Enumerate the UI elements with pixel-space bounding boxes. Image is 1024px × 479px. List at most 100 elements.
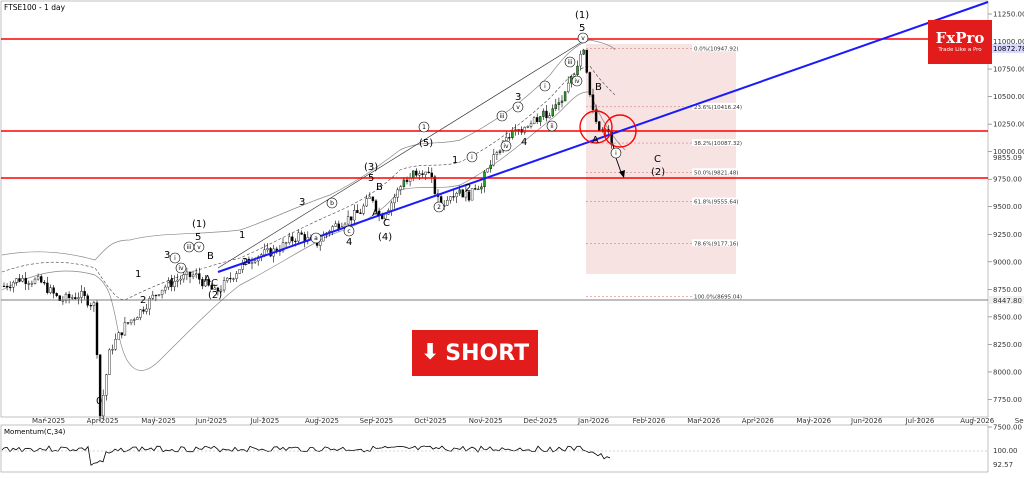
- time-axis: Mar-2025 Apr-2025 May-2025 Jun-2025 Jul-2025…: [32, 417, 1024, 425]
- wave-1a: 1: [135, 269, 141, 280]
- logo-tagline: Trade Like a Pro: [938, 47, 982, 53]
- time-tick-11: Feb-2026: [633, 417, 666, 425]
- time-tick-16: Jul-2026: [905, 417, 935, 425]
- price-tick-11: 8500.00: [993, 313, 1022, 321]
- time-tick-1: Apr-2025: [87, 417, 119, 425]
- circled-label-8: 2: [437, 204, 441, 211]
- time-tick-10: Jan-2026: [577, 417, 610, 425]
- price-tick-15: 7500.00: [993, 424, 1022, 432]
- circled-label-18: i: [615, 150, 617, 157]
- circled-label-4: iii: [186, 244, 191, 251]
- wave-Bb: B: [376, 182, 383, 193]
- circled-label-9: i: [471, 154, 473, 161]
- price-axis: 11250.00 11000.00 10750.00 10500.00 10250.00…: [988, 11, 1024, 432]
- price-tick-8: 9250.00: [993, 231, 1022, 239]
- price-tick-13: 8000.00: [993, 368, 1022, 376]
- time-tick-12: Mar-2026: [687, 417, 721, 425]
- wave-4a: 4: [168, 277, 174, 288]
- wave-Ab: A: [372, 208, 379, 219]
- price-tick-3: 10500.00: [993, 93, 1024, 101]
- wave-1b: 1: [239, 230, 245, 241]
- wave-3d: 3: [515, 92, 521, 103]
- price-tick-12: 8250.00: [993, 341, 1022, 349]
- wave-Ce: C: [654, 154, 661, 165]
- circled-label-14: ii: [550, 123, 554, 130]
- fib-label-6: 100.0%(8695.04): [694, 294, 742, 300]
- price-tick-0: 11250.00: [993, 11, 1024, 19]
- circled-label-3: i: [174, 255, 176, 262]
- circled-label-11: iv: [503, 143, 509, 150]
- wave-5a: 5: [195, 232, 201, 243]
- fib-label-3: 50.0%(9821.48): [694, 170, 739, 176]
- price-marker-2-box: [989, 296, 1024, 304]
- price-tick-4: 10250.00: [993, 121, 1024, 129]
- fib-label-5: 78.6%(9177.16): [694, 241, 739, 247]
- price-marker-1: 9855.09: [993, 154, 1022, 162]
- circled-label-17: v: [581, 35, 585, 42]
- logo-brand: FxPro: [935, 29, 985, 47]
- wave-5c: 5: [368, 173, 374, 184]
- circled-label-2: c: [347, 228, 350, 235]
- wave-Ca: C: [211, 278, 218, 289]
- chart-title: FTSE100 - 1 day: [4, 3, 66, 12]
- fib-zone: [586, 44, 736, 274]
- target-circle-b: [603, 114, 637, 148]
- wave-labels: 0 (1) 5 3 4 1 2 B A C (2) 1 2 3 4 (3) 5 …: [96, 10, 665, 407]
- fib-label-1: 23.6%(10416.24): [694, 105, 742, 111]
- time-tick-0: Mar-2025: [32, 417, 65, 425]
- short-label: SHORT: [445, 340, 530, 366]
- price-tick-7: 9500.00: [993, 203, 1022, 211]
- price-marker-2: 8447.80: [993, 297, 1022, 305]
- wave-5e: 5: [579, 23, 585, 34]
- wave-3p: (3): [364, 162, 378, 173]
- wave-Ba: B: [207, 251, 214, 262]
- wave-2p: (2): [208, 290, 222, 301]
- down-arrow-icon: ⬇: [420, 340, 440, 365]
- momentum-line: [1, 445, 611, 466]
- wave-4p: (4): [378, 232, 392, 243]
- circled-label-7: 1: [422, 124, 426, 131]
- circled-label-13: i: [544, 83, 546, 90]
- short-signal-button[interactable]: ⬇ SHORT: [412, 330, 538, 376]
- momentum-tick-low: 92.57: [993, 461, 1013, 469]
- circled-label-1: b: [330, 200, 334, 207]
- lower-band: [1, 91, 626, 371]
- time-tick-2: May-2025: [141, 417, 176, 425]
- circled-label-0: a: [314, 235, 318, 242]
- circled-label-5: v: [197, 244, 201, 251]
- circled-label-16: iv: [574, 78, 580, 85]
- momentum-tick-100: 100.00: [993, 447, 1018, 455]
- wave-1e-top: (1): [575, 10, 589, 21]
- wave-Ae: A: [592, 135, 599, 146]
- middle-band: [1, 65, 616, 301]
- circled-label-15: iii: [567, 59, 572, 66]
- circled-label-10: iii: [499, 113, 504, 120]
- time-tick-5: Aug-2025: [305, 417, 339, 425]
- wave-1-top: (1): [192, 219, 206, 230]
- price-plot-frame: [0, 0, 989, 418]
- price-tick-10: 8750.00: [993, 286, 1022, 294]
- price-tick-14: 7750.00: [993, 396, 1022, 404]
- fib-label-4: 61.8%(9555.64): [694, 200, 739, 206]
- time-tick-6: Sep-2025: [360, 417, 394, 425]
- circled-label-12: v: [516, 104, 520, 111]
- wave-3a: 3: [164, 250, 170, 261]
- wave-2b: 2: [242, 257, 248, 268]
- time-tick-17: Aug-2026: [960, 417, 995, 425]
- time-tick-4: Jul-2025: [249, 417, 279, 425]
- price-tick-9: 9000.00: [993, 258, 1022, 266]
- wave-Be: B: [595, 82, 602, 93]
- fib-label-2: 38.2%(10087.32): [694, 141, 742, 147]
- current-price-label: 10872.78: [993, 45, 1024, 53]
- wave-4d: 4: [521, 137, 527, 148]
- channel-upper-line: [217, 39, 586, 269]
- wave-0: 0: [96, 396, 102, 407]
- time-tick-7: Oct-2025: [414, 417, 446, 425]
- wave-2d: 2: [465, 183, 471, 194]
- price-tick-2: 10750.00: [993, 66, 1024, 74]
- wave-2e: (2): [651, 167, 665, 178]
- time-tick-15: Jun-2026: [850, 417, 883, 425]
